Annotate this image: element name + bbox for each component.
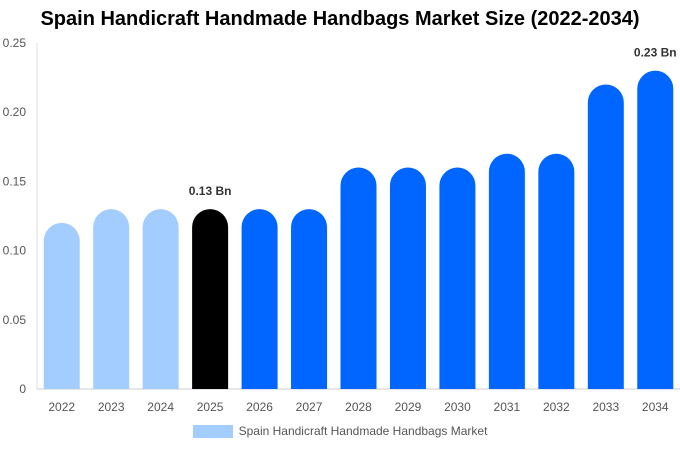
bar-2028: [340, 167, 377, 389]
x-tick-label: 2029: [395, 400, 422, 414]
x-tick-label: 2031: [494, 400, 521, 414]
bar-2033: [587, 84, 624, 390]
bar-2025: [192, 209, 229, 389]
legend-label: Spain Handicraft Handmade Handbags Marke…: [238, 424, 488, 438]
x-tick-label: 2027: [296, 400, 323, 414]
y-tick-label: 0.15: [3, 174, 27, 188]
chart-bars: [43, 70, 674, 390]
bar-2024: [142, 209, 179, 389]
x-tick-label: 2025: [197, 400, 224, 414]
bar-2022: [43, 222, 80, 389]
bar-2027: [291, 209, 328, 389]
x-tick-label: 2022: [48, 400, 75, 414]
bar-2023: [93, 209, 130, 389]
x-tick-label: 2034: [642, 400, 669, 414]
x-tick-label: 2028: [345, 400, 372, 414]
y-tick-label: 0.25: [3, 36, 27, 50]
data-label: 0.23 Bn: [634, 46, 677, 60]
chart-legend: Spain Handicraft Handmade Handbags Marke…: [0, 424, 680, 438]
bar-2026: [241, 209, 278, 389]
bar-2031: [488, 153, 525, 389]
y-tick-label: 0: [19, 382, 26, 396]
x-tick-label: 2023: [98, 400, 125, 414]
y-tick-label: 0.20: [3, 105, 27, 119]
bar-2029: [389, 167, 426, 389]
y-tick-label: 0.10: [3, 244, 27, 258]
x-tick-label: 2024: [147, 400, 174, 414]
legend-swatch: [192, 424, 233, 438]
chart-title: Spain Handicraft Handmade Handbags Marke…: [40, 8, 640, 30]
x-tick-label: 2026: [246, 400, 273, 414]
x-tick-label: 2032: [543, 400, 570, 414]
x-tick-label: 2033: [592, 400, 619, 414]
x-tick-label: 2030: [444, 400, 471, 414]
chart-labels: 2022 2023 2024 2025 2026 2027 2028 2029 2030 2031…: [48, 46, 676, 414]
y-tick-label: 0.05: [3, 313, 27, 327]
bar-2032: [538, 153, 575, 389]
data-label: 0.13 Bn: [189, 184, 232, 198]
bar-2030: [439, 167, 476, 389]
bar-2034: [637, 70, 674, 390]
